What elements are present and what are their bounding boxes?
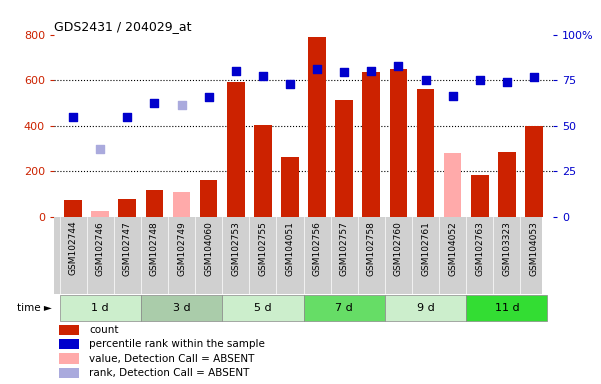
Text: GSM102758: GSM102758 — [367, 221, 376, 276]
Text: GSM102747: GSM102747 — [123, 221, 132, 276]
Text: rank, Detection Call = ABSENT: rank, Detection Call = ABSENT — [89, 368, 249, 378]
Text: 9 d: 9 d — [416, 303, 435, 313]
Point — [367, 68, 376, 74]
Bar — [525, 126, 543, 217]
Bar — [385, 295, 466, 321]
Bar — [308, 37, 326, 217]
Text: 1 d: 1 d — [91, 303, 109, 313]
Text: GSM102763: GSM102763 — [475, 221, 484, 276]
Bar — [304, 295, 385, 321]
Bar — [471, 175, 489, 217]
Point — [285, 81, 294, 87]
Bar — [59, 339, 79, 349]
Text: GSM102756: GSM102756 — [313, 221, 322, 276]
Point — [394, 63, 403, 70]
Point — [177, 102, 186, 108]
Text: GSM102757: GSM102757 — [340, 221, 349, 276]
Text: GSM104053: GSM104053 — [529, 221, 538, 276]
Text: 11 d: 11 d — [495, 303, 519, 313]
Point — [340, 69, 349, 75]
Text: GSM104052: GSM104052 — [448, 221, 457, 276]
Point — [475, 77, 484, 83]
Point — [313, 66, 322, 72]
Text: GSM104060: GSM104060 — [204, 221, 213, 276]
Text: count: count — [89, 325, 118, 335]
Point — [150, 100, 159, 106]
Point — [258, 73, 267, 79]
Bar — [444, 153, 462, 217]
Point — [448, 93, 457, 99]
Bar — [59, 368, 79, 378]
Bar — [64, 200, 82, 217]
Bar — [172, 192, 191, 217]
Bar — [91, 211, 109, 217]
Bar — [254, 125, 272, 217]
Text: GSM102748: GSM102748 — [150, 221, 159, 276]
Text: time ►: time ► — [16, 303, 51, 313]
Bar — [59, 324, 79, 335]
Bar — [200, 180, 218, 217]
Bar — [498, 152, 516, 217]
Text: GSM102755: GSM102755 — [258, 221, 267, 276]
Point — [421, 77, 430, 83]
Text: GSM102749: GSM102749 — [177, 221, 186, 276]
Text: GSM102760: GSM102760 — [394, 221, 403, 276]
Point — [123, 114, 132, 120]
Text: GSM102746: GSM102746 — [96, 221, 105, 276]
Bar — [466, 295, 548, 321]
Text: GSM104051: GSM104051 — [285, 221, 294, 276]
Bar — [281, 157, 299, 217]
Text: GSM102753: GSM102753 — [231, 221, 240, 276]
Bar — [59, 295, 141, 321]
Text: GSM102744: GSM102744 — [69, 221, 78, 275]
Bar — [335, 99, 353, 217]
Bar — [416, 89, 435, 217]
Bar — [145, 190, 163, 217]
Bar — [141, 295, 222, 321]
Point — [231, 68, 240, 74]
Text: 5 d: 5 d — [254, 303, 272, 313]
Point — [96, 146, 105, 152]
Text: 7 d: 7 d — [335, 303, 353, 313]
Bar — [389, 69, 407, 217]
Bar — [118, 199, 136, 217]
Point — [69, 114, 78, 120]
Text: value, Detection Call = ABSENT: value, Detection Call = ABSENT — [89, 354, 254, 364]
Point — [529, 74, 538, 80]
Text: 3 d: 3 d — [172, 303, 191, 313]
Text: GDS2431 / 204029_at: GDS2431 / 204029_at — [54, 20, 192, 33]
Point — [204, 94, 213, 100]
Text: GSM102761: GSM102761 — [421, 221, 430, 276]
Bar — [362, 72, 380, 217]
Bar — [222, 295, 304, 321]
Text: GSM103323: GSM103323 — [502, 221, 511, 276]
Bar — [227, 83, 245, 217]
Text: percentile rank within the sample: percentile rank within the sample — [89, 339, 265, 349]
Bar — [59, 353, 79, 364]
Point — [502, 79, 511, 86]
